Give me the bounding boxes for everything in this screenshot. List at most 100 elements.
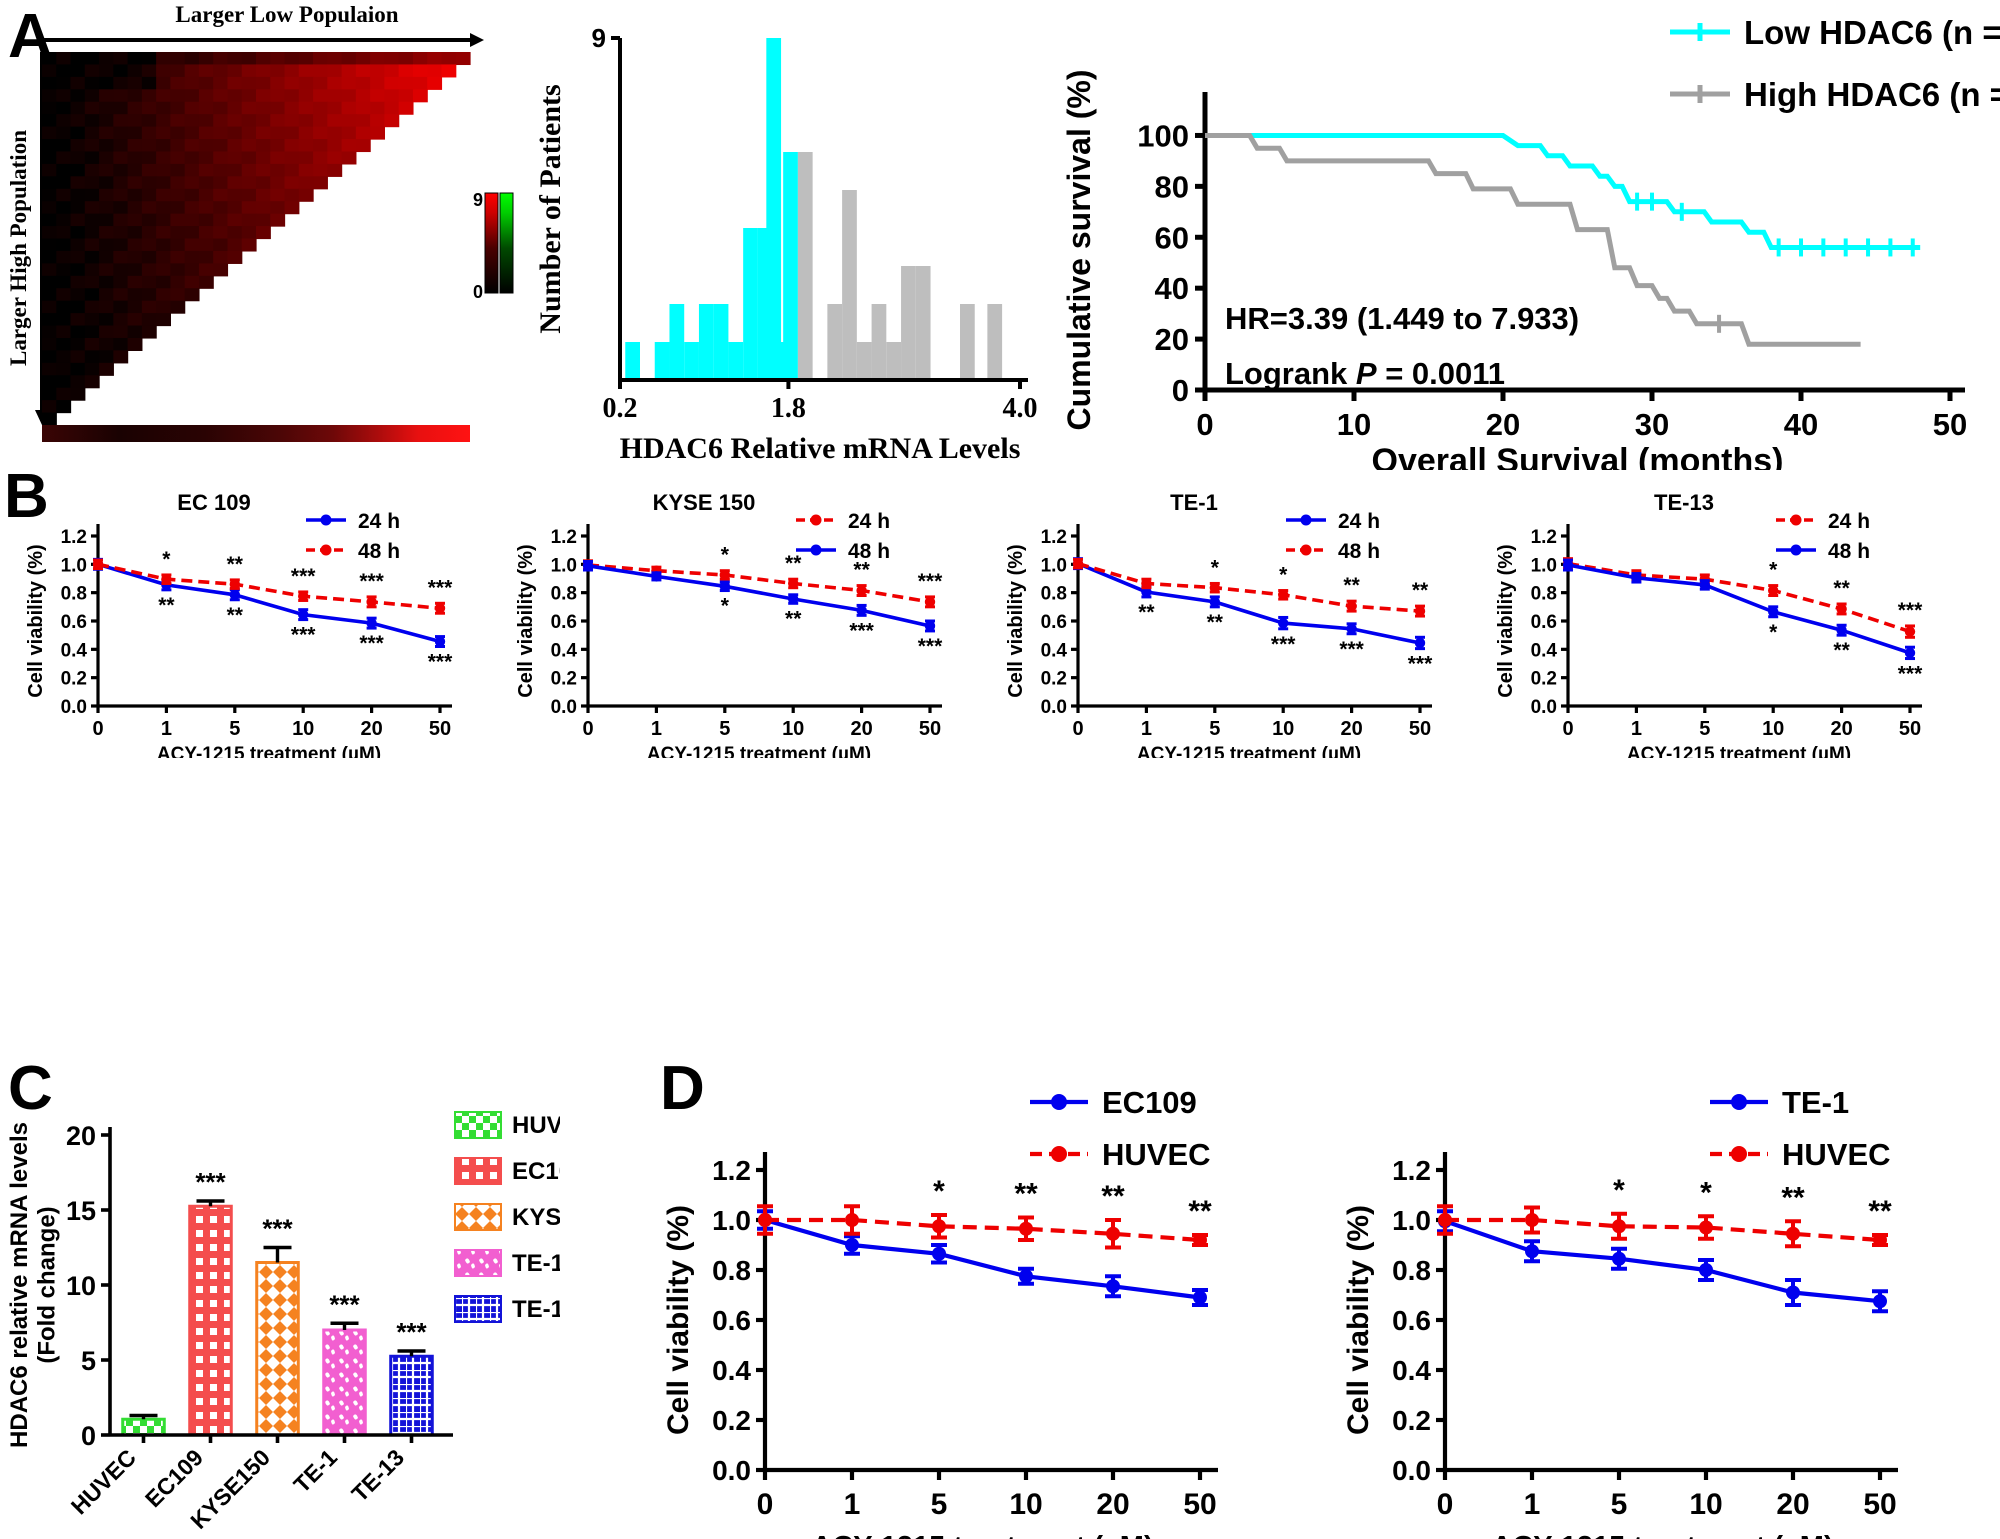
- panelC-legend-label: TE-1: [512, 1250, 560, 1277]
- panelB-xtick: 10: [1272, 718, 1294, 740]
- panelD-data-point: [1438, 1213, 1452, 1227]
- panelB-ytick: 0.0: [1041, 697, 1067, 718]
- panelD-significance: **: [1868, 1195, 1892, 1228]
- panelD-chart-ec109: 0.0 0.2 0.4 0.6 0.8 1.0 1.2 0 1 5 10 20 50 Cell viabi…: [640, 1080, 1310, 1539]
- panelB-ytick: 1.0: [551, 555, 577, 576]
- panelD-data-point: [1106, 1226, 1120, 1241]
- panelB-ytick: 1.0: [1531, 555, 1557, 576]
- panelB-xtick: 20: [360, 718, 382, 740]
- panelD-series-line: [765, 1217, 1201, 1243]
- panelD-legend-label: TE-1: [1782, 1085, 1849, 1120]
- panelD-data-point: [1786, 1226, 1800, 1241]
- panelD-xtick: 10: [1009, 1488, 1042, 1521]
- panelB-xlabel: ACY-1215 treatment (µM): [1627, 744, 1851, 758]
- histogram-bar: [654, 342, 670, 380]
- panelB-significance: ***: [1271, 633, 1296, 656]
- panelB-chart-kyse150: KYSE 150 0.0 0.2 0.4 0.6 0.8 1.0 1.2 0 1 5 10 20 50 Ce…: [510, 478, 980, 758]
- km-xtick: 0: [1196, 407, 1213, 442]
- heatmap-left-label: Larger High Population: [6, 130, 31, 366]
- colorbar-min-label: 0: [473, 282, 483, 302]
- panelB-significance: *: [1211, 556, 1220, 579]
- panelB-significance: **: [1412, 579, 1429, 602]
- panelD-data-point: [1873, 1294, 1887, 1309]
- panelB-data-point: [1209, 582, 1220, 593]
- panelB-series-line: [1077, 561, 1421, 645]
- panelB-xtick: 1: [1141, 718, 1152, 740]
- panelB-data-point: [1209, 596, 1220, 608]
- panelB-series-line: [587, 564, 931, 628]
- panelB-ytick: 0.0: [61, 697, 87, 718]
- panelD-xtick: 50: [1183, 1488, 1216, 1521]
- histogram-bar: [684, 342, 699, 380]
- panelB-significance: ***: [428, 651, 453, 674]
- panelB-significance: **: [785, 552, 802, 575]
- panelD-xlabel: ACY-1215 treatment (µM): [811, 1531, 1153, 1539]
- panelB-data-point: [366, 596, 377, 608]
- panelD-ytick: 0.0: [712, 1455, 751, 1486]
- panelB-xtick: 5: [719, 718, 730, 740]
- histogram-xtick: 0.2: [603, 393, 638, 424]
- panelB-ylabel: Cell viability (%): [1495, 544, 1517, 697]
- panelB-significance: *: [1769, 559, 1778, 582]
- panelB-xtick: 50: [1409, 718, 1431, 740]
- panelB-xtick: 20: [850, 718, 872, 740]
- panelD-data-point: [1525, 1213, 1539, 1227]
- panelD-legend-label: HUVEC: [1782, 1137, 1891, 1172]
- histogram-xlabel: HDAC6 Relative mRNA Levels: [620, 432, 1021, 465]
- colorbar-red-gradient: [484, 192, 499, 294]
- panelB-ytick: 0.8: [1041, 584, 1067, 605]
- panelB-ytick: 0.2: [61, 669, 87, 690]
- panelB-significance: ***: [918, 570, 943, 593]
- panelB-significance: *: [721, 595, 730, 618]
- panelB-xtick: 50: [1899, 718, 1921, 740]
- panelB-series-line: [587, 563, 931, 604]
- panelC-bar: [389, 1354, 434, 1437]
- colorbar-max-label: 9: [473, 190, 483, 210]
- panelC-bar: [322, 1328, 367, 1437]
- panelB-series-line: [1077, 561, 1421, 613]
- panelD-ytick: 0.4: [1392, 1355, 1431, 1386]
- panelC-bar: [121, 1417, 166, 1437]
- panelD-significance: *: [1613, 1174, 1625, 1207]
- panelB-xlabel: ACY-1215 treatment (µM): [157, 744, 381, 758]
- km-legend-label: High HDAC6 (n = 19): [1744, 76, 2000, 113]
- panelD-data-point: [758, 1213, 772, 1227]
- histogram-bar: [827, 304, 843, 380]
- panelB-legend: 24 h 48 h: [1286, 510, 1380, 563]
- panelD-data-point: [1612, 1219, 1626, 1234]
- panelB-ytick: 0.2: [551, 669, 577, 690]
- panelD-ytick: 0.4: [712, 1355, 751, 1386]
- panelD-legend: EC109 HUVEC: [1030, 1085, 1211, 1172]
- km-ytick: 60: [1155, 220, 1189, 255]
- panelC-legend-swatch: [454, 1249, 502, 1277]
- panelD-ytick: 0.8: [712, 1255, 751, 1286]
- panelB-xtick: 20: [1830, 718, 1852, 740]
- km-xtick: 10: [1337, 407, 1371, 442]
- panelD-ytick: 1.2: [712, 1155, 751, 1186]
- panelB-data-point: [92, 559, 104, 570]
- histogram-figure: 9 0.2 1.8 4.0 Number of Patients HDAC6 Relati…: [520, 0, 1040, 470]
- panelC-ytick: 15: [66, 1196, 96, 1226]
- panelB-title: KYSE 150: [653, 490, 756, 515]
- panelC-ytick: 20: [66, 1121, 96, 1151]
- panelB-legend: 24 h 48 h: [796, 510, 890, 563]
- km-xtick: 50: [1933, 407, 1967, 442]
- panelD-xtick: 1: [1524, 1488, 1541, 1521]
- km-ytick: 100: [1137, 118, 1189, 153]
- panelD-xtick: 10: [1689, 1488, 1722, 1521]
- panelB-data-point: [1836, 625, 1847, 636]
- panelB-xtick: 0: [92, 718, 103, 740]
- panelD-data-point: [1019, 1269, 1033, 1284]
- panelD-data-point: [1193, 1290, 1207, 1305]
- panelC-bar: [255, 1261, 300, 1437]
- panelB-significance: ***: [1898, 599, 1923, 622]
- panelB-data-point: [1768, 606, 1779, 617]
- km-ytick: 40: [1155, 271, 1189, 306]
- panelB-series-line: [1567, 561, 1911, 634]
- heatmap-top-label: Larger Low Populaion: [175, 2, 398, 27]
- panelB-ytick: 1.0: [61, 555, 87, 576]
- panelD-significance: **: [1101, 1180, 1125, 1213]
- panelC-significance: ***: [262, 1214, 293, 1244]
- panelB-ytick: 0.6: [1041, 612, 1067, 633]
- panelB-significance: **: [1207, 611, 1224, 634]
